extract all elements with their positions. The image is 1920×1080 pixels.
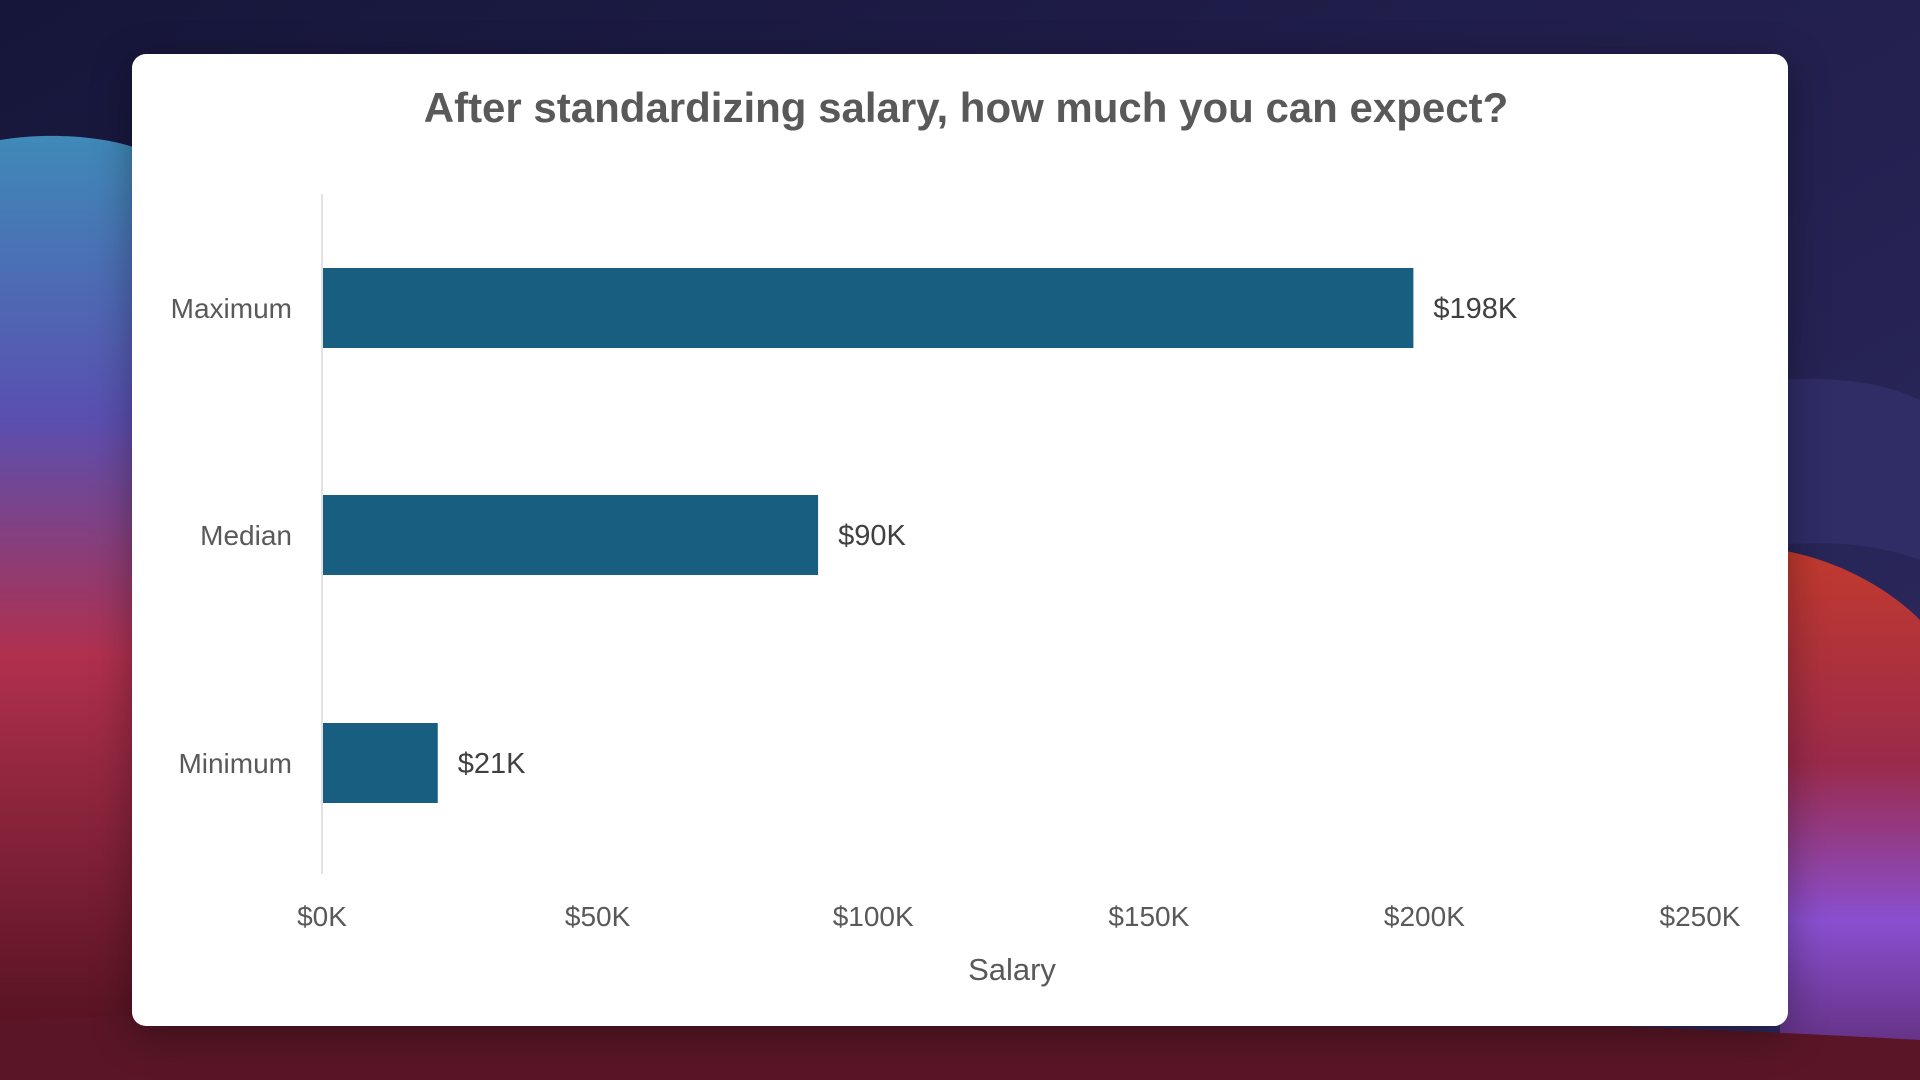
bar-chart: After standardizing salary, how much you… [171, 84, 1741, 987]
data-label-median: $90K [838, 520, 906, 552]
x-tick-label: $150K [1108, 901, 1189, 932]
category-label-maximum: Maximum [171, 293, 292, 324]
chart-title: After standardizing salary, how much you… [424, 84, 1508, 131]
x-tick-label: $0K [297, 901, 347, 932]
data-labels: $198K $90K $21K [458, 293, 1518, 780]
x-tick-label: $250K [1660, 901, 1741, 932]
data-label-maximum: $198K [1433, 293, 1518, 325]
chart-card: After standardizing salary, how much you… [132, 54, 1788, 1026]
bars-group [323, 268, 1414, 803]
bar-median [323, 495, 819, 575]
data-label-minimum: $21K [458, 748, 526, 780]
category-label-median: Median [200, 520, 292, 551]
x-axis-ticks: $0K $50K $100K $150K $200K $250K [297, 901, 1741, 932]
bar-maximum [323, 268, 1414, 348]
category-label-minimum: Minimum [178, 748, 292, 779]
x-tick-label: $200K [1384, 901, 1465, 932]
x-tick-label: $100K [833, 901, 914, 932]
bar-minimum [323, 723, 438, 803]
x-tick-label: $50K [565, 901, 631, 932]
category-labels: Maximum Median Minimum [171, 293, 292, 779]
x-axis-title: Salary [968, 952, 1056, 987]
